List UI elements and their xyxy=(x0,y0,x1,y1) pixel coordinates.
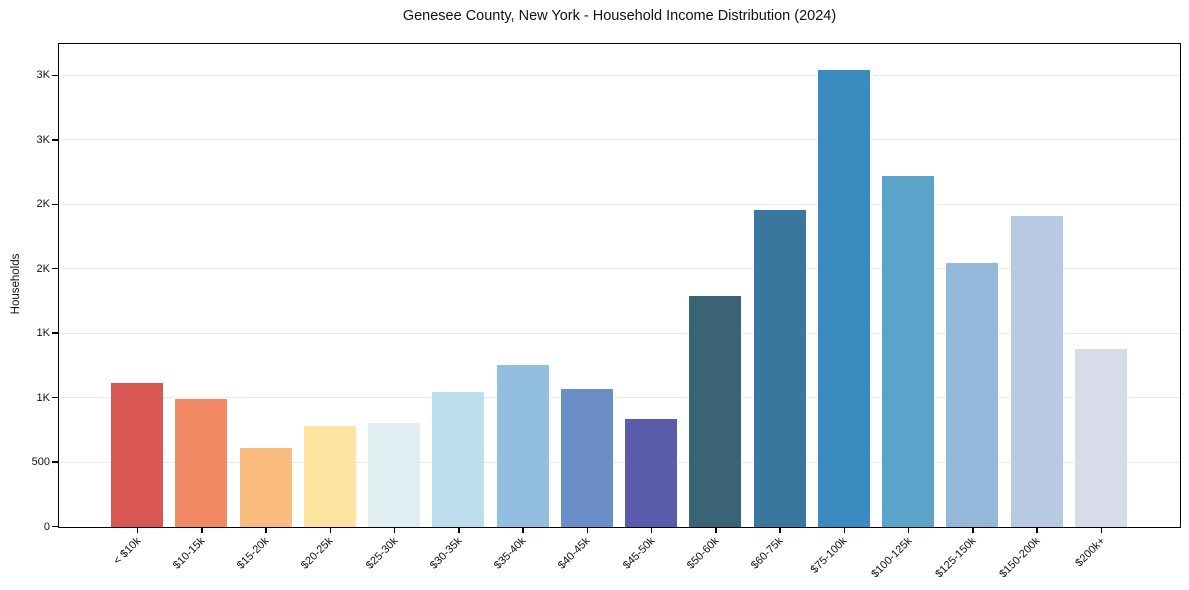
y-tick-label: 2K xyxy=(36,198,50,211)
x-tick-label: $60-75k xyxy=(749,535,786,572)
x-tick-label: $125-150k xyxy=(933,535,979,581)
gridline xyxy=(59,461,1180,463)
bar-15-20k xyxy=(239,447,292,527)
y-tick-mark xyxy=(52,74,58,77)
y-tick-mark xyxy=(52,139,58,141)
y-tick-mark xyxy=(52,461,58,463)
x-tick-mark xyxy=(843,528,846,533)
y-tick-label: 3K xyxy=(36,133,50,146)
gridline xyxy=(59,203,1180,205)
plot-area xyxy=(58,43,1181,528)
x-tick-mark xyxy=(586,528,589,533)
x-tick-label: $20-25k xyxy=(299,535,336,572)
bar-60-75k xyxy=(753,209,806,527)
x-tick-label: $30-35k xyxy=(427,535,465,572)
x-tick-mark xyxy=(265,528,267,533)
gridline xyxy=(59,397,1180,399)
gridline xyxy=(59,268,1180,270)
x-tick-label: $200k+ xyxy=(1072,535,1107,570)
x-tick-label: $45-50k xyxy=(620,535,658,572)
y-tick-mark xyxy=(52,267,58,270)
x-tick-mark xyxy=(715,528,717,533)
bar-50-60k xyxy=(689,295,742,527)
x-tick-label: $100-125k xyxy=(868,535,915,581)
bar-45-50k xyxy=(625,418,678,527)
y-tick-label: 1K xyxy=(36,391,50,404)
y-tick-mark xyxy=(52,332,58,334)
y-tick-label: 0 xyxy=(43,520,50,533)
bar-40-45k xyxy=(560,389,613,527)
bar-35-40k xyxy=(496,365,549,527)
x-tick-label: < $10k xyxy=(110,535,143,568)
x-tick-label: $50-60k xyxy=(684,535,722,572)
y-tick-label: 1K xyxy=(36,327,50,340)
bar-150-200k xyxy=(1010,215,1063,527)
bar-20-25k xyxy=(303,426,356,527)
bar-10k xyxy=(111,383,163,527)
bar-100-125k xyxy=(882,175,935,527)
x-tick-label: $25-30k xyxy=(363,535,401,572)
x-tick-mark xyxy=(393,528,396,533)
x-tick-label: $35-40k xyxy=(491,535,529,572)
x-tick-mark xyxy=(201,528,203,533)
x-tick-mark xyxy=(1036,528,1038,533)
y-tick-mark xyxy=(52,525,58,528)
bar-200k xyxy=(1075,348,1127,527)
y-tick-label: 2K xyxy=(36,262,50,275)
x-tick-label: $150-200k xyxy=(997,535,1043,581)
x-tick-mark xyxy=(907,528,910,533)
bar-30-35k xyxy=(432,391,485,527)
bar-25-30k xyxy=(368,423,421,527)
x-tick-mark xyxy=(329,528,332,533)
x-tick-mark xyxy=(779,528,781,533)
x-tick-label: $15-20k xyxy=(234,535,272,572)
gridline xyxy=(59,332,1180,334)
bar-75-100k xyxy=(817,70,870,527)
y-tick-mark xyxy=(52,203,58,206)
gridline xyxy=(59,139,1180,141)
y-tick-label: 500 xyxy=(31,456,50,469)
x-tick-label: $75-100k xyxy=(808,535,850,576)
x-tick-mark xyxy=(136,528,139,533)
x-tick-mark xyxy=(522,528,524,533)
chart-title: Genesee County, New York - Household Inc… xyxy=(402,8,837,24)
x-tick-mark xyxy=(1100,528,1103,533)
gridline xyxy=(59,74,1180,76)
bar-125-150k xyxy=(946,262,999,527)
x-tick-label: $40-45k xyxy=(556,535,593,572)
bar-10-15k xyxy=(175,398,228,527)
x-tick-mark xyxy=(972,528,974,533)
y-tick-mark xyxy=(52,396,58,399)
x-tick-mark xyxy=(650,528,653,533)
x-tick-mark xyxy=(458,528,460,533)
x-tick-label: $10-15k xyxy=(170,535,208,572)
y-tick-label: 3K xyxy=(36,69,50,82)
